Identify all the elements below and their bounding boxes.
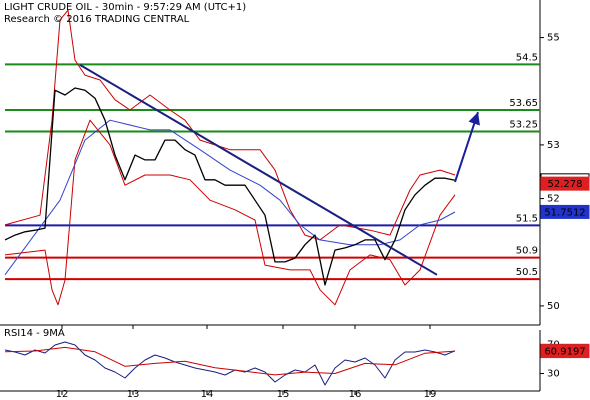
trend-line bbox=[79, 64, 438, 276]
y-tick-label: 52 bbox=[547, 194, 560, 205]
level-label: 53.65 bbox=[509, 98, 538, 109]
series-line bbox=[4, 87, 456, 286]
y-tick-label: 53 bbox=[547, 140, 560, 151]
x-tick-label: 19 bbox=[424, 389, 437, 400]
series-line bbox=[4, 119, 456, 306]
series-line bbox=[4, 9, 456, 241]
level-label: 50.9 bbox=[516, 246, 538, 257]
rsi-title: RSI14 - 9MA bbox=[4, 328, 65, 339]
price-tag-label: 51.7512 bbox=[544, 207, 585, 218]
level-label: 53.25 bbox=[509, 119, 538, 130]
x-tick-label: 12 bbox=[56, 389, 69, 400]
level-label: 51.5 bbox=[516, 213, 538, 224]
y-tick-label: 55 bbox=[547, 33, 560, 44]
y-tick-label: 30 bbox=[547, 369, 560, 380]
x-tick-label: 14 bbox=[201, 389, 214, 400]
price-tag bbox=[540, 344, 590, 359]
price-tag-label: 52.278 bbox=[548, 179, 583, 190]
x-tick-label: 16 bbox=[349, 389, 362, 400]
level-label: 54.5 bbox=[516, 52, 538, 63]
arrow-head bbox=[468, 112, 480, 126]
chart-title: LIGHT CRUDE OIL - 30min - 9:57:29 AM (UT… bbox=[4, 2, 246, 13]
price-tag-label: 60.9197 bbox=[544, 347, 585, 358]
y-tick-label: 50 bbox=[547, 301, 560, 312]
x-tick-label: 13 bbox=[127, 389, 140, 400]
price-tag bbox=[540, 204, 590, 219]
price-tag bbox=[540, 176, 590, 191]
x-tick-label: 15 bbox=[277, 389, 290, 400]
arrow-line bbox=[454, 111, 479, 183]
series-line bbox=[4, 346, 456, 376]
chart-subtitle: Research © 2016 TRADING CENTRAL bbox=[4, 14, 190, 25]
level-label: 50.5 bbox=[516, 267, 538, 278]
